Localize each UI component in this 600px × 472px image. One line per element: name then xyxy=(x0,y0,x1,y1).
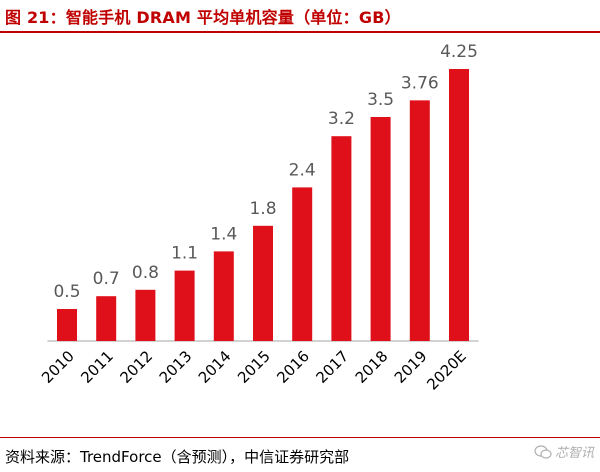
x-tick-label: 2016 xyxy=(273,347,313,387)
x-tick-label: 2017 xyxy=(312,347,352,387)
data-label: 0.5 xyxy=(53,282,80,302)
source-divider xyxy=(0,437,600,438)
data-label: 4.25 xyxy=(440,42,478,62)
watermark-text: 芯智讯 xyxy=(554,446,594,461)
bar xyxy=(213,251,234,341)
bar xyxy=(370,117,391,341)
bar xyxy=(449,69,469,341)
bar xyxy=(331,136,352,341)
x-tick-label: 2013 xyxy=(156,347,196,387)
bar xyxy=(135,289,156,341)
bar xyxy=(253,225,273,341)
x-tick-label: 2018 xyxy=(352,347,392,387)
chart-title: 图 21：智能手机 DRAM 平均单机容量（单位：GB） xyxy=(5,8,401,27)
x-tick-label: 2015 xyxy=(234,347,274,387)
x-tick-label: 2014 xyxy=(195,347,235,387)
wechat-icon xyxy=(534,444,552,459)
x-tick-label: 2011 xyxy=(77,347,117,387)
data-label: 0.7 xyxy=(93,269,120,289)
title-divider xyxy=(0,31,600,33)
data-label: 2.4 xyxy=(289,160,316,180)
x-tick-label: 2010 xyxy=(38,347,78,387)
x-tick-label: 2020E xyxy=(423,347,469,393)
data-label: 1.4 xyxy=(210,224,237,244)
data-label: 3.2 xyxy=(328,109,355,129)
source-note: 资料来源：TrendForce（含预测），中信证券研究部 xyxy=(5,448,350,466)
bar xyxy=(57,309,77,341)
bar xyxy=(96,296,117,341)
x-tick-label: 2012 xyxy=(116,347,156,387)
watermark: 芯智讯 xyxy=(534,442,594,461)
data-label: 1.8 xyxy=(249,199,276,219)
data-label: 1.1 xyxy=(171,244,198,264)
data-label: 0.8 xyxy=(132,263,159,283)
data-label: 3.5 xyxy=(367,90,394,110)
data-label: 3.76 xyxy=(401,73,439,93)
bar xyxy=(292,187,313,341)
bar xyxy=(409,100,430,341)
bar xyxy=(174,270,195,341)
bar-chart: 0.5 2010 0.7 2011 0.8 2012 1.1 2013 1.4 2014 1.8 20… xyxy=(38,42,479,394)
